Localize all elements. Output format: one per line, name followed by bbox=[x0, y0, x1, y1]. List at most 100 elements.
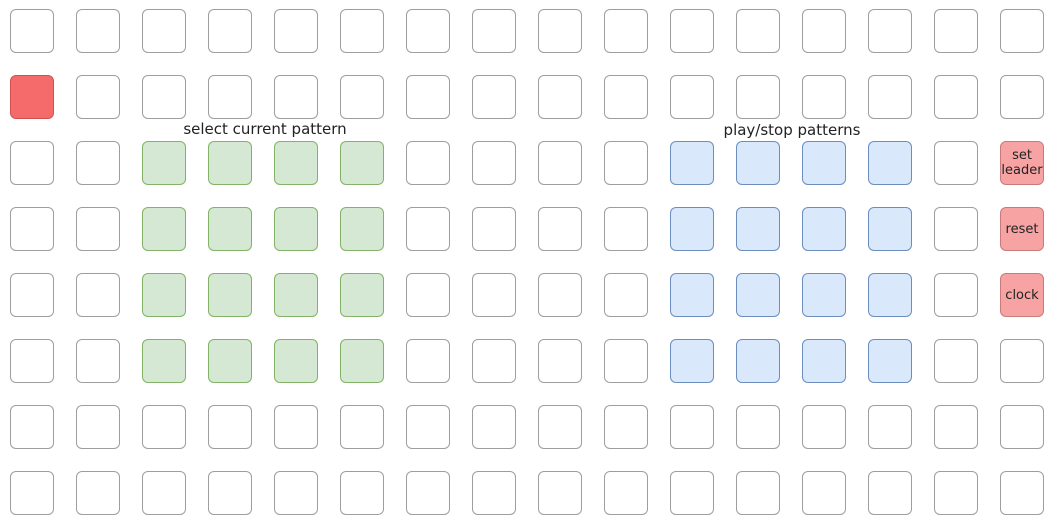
play-stop-pad[interactable] bbox=[670, 273, 714, 317]
pattern-select-pad[interactable] bbox=[142, 207, 186, 251]
grid-pad[interactable] bbox=[274, 471, 318, 515]
play-stop-pad[interactable] bbox=[736, 207, 780, 251]
grid-pad[interactable] bbox=[736, 9, 780, 53]
grid-pad[interactable] bbox=[76, 273, 120, 317]
grid-pad[interactable] bbox=[406, 9, 450, 53]
play-stop-pad[interactable] bbox=[670, 141, 714, 185]
grid-pad[interactable] bbox=[1000, 405, 1044, 449]
grid-pad[interactable] bbox=[340, 9, 384, 53]
grid-pad[interactable] bbox=[10, 339, 54, 383]
grid-pad[interactable] bbox=[142, 471, 186, 515]
grid-pad[interactable] bbox=[10, 9, 54, 53]
grid-pad[interactable] bbox=[76, 9, 120, 53]
pattern-select-pad[interactable] bbox=[274, 273, 318, 317]
grid-pad[interactable] bbox=[1000, 471, 1044, 515]
grid-pad[interactable] bbox=[76, 141, 120, 185]
grid-pad[interactable] bbox=[538, 471, 582, 515]
grid-pad[interactable] bbox=[604, 9, 648, 53]
grid-pad[interactable] bbox=[604, 339, 648, 383]
grid-pad[interactable] bbox=[604, 405, 648, 449]
play-stop-pad[interactable] bbox=[802, 141, 846, 185]
grid-pad[interactable] bbox=[472, 471, 516, 515]
play-stop-pad[interactable] bbox=[868, 207, 912, 251]
grid-pad[interactable] bbox=[76, 207, 120, 251]
grid-pad[interactable] bbox=[10, 471, 54, 515]
grid-pad[interactable] bbox=[406, 273, 450, 317]
grid-pad[interactable] bbox=[142, 9, 186, 53]
grid-pad[interactable] bbox=[538, 207, 582, 251]
grid-pad[interactable] bbox=[670, 405, 714, 449]
pattern-select-pad[interactable] bbox=[142, 273, 186, 317]
grid-pad[interactable] bbox=[604, 273, 648, 317]
grid-pad[interactable] bbox=[604, 75, 648, 119]
grid-pad[interactable] bbox=[934, 339, 978, 383]
grid-pad[interactable] bbox=[76, 339, 120, 383]
indicator-pad[interactable] bbox=[10, 75, 54, 119]
grid-pad[interactable] bbox=[472, 207, 516, 251]
grid-pad[interactable] bbox=[1000, 9, 1044, 53]
grid-pad[interactable] bbox=[670, 75, 714, 119]
grid-pad[interactable] bbox=[868, 75, 912, 119]
grid-pad[interactable] bbox=[340, 75, 384, 119]
grid-pad[interactable] bbox=[868, 405, 912, 449]
grid-pad[interactable] bbox=[340, 471, 384, 515]
play-stop-pad[interactable] bbox=[802, 273, 846, 317]
grid-pad[interactable] bbox=[208, 405, 252, 449]
grid-pad[interactable] bbox=[934, 207, 978, 251]
grid-pad[interactable] bbox=[1000, 75, 1044, 119]
play-stop-pad[interactable] bbox=[736, 339, 780, 383]
grid-pad[interactable] bbox=[604, 471, 648, 515]
reset-pad[interactable]: reset bbox=[1000, 207, 1044, 251]
grid-pad[interactable] bbox=[76, 75, 120, 119]
pattern-select-pad[interactable] bbox=[142, 141, 186, 185]
grid-pad[interactable] bbox=[736, 471, 780, 515]
grid-pad[interactable] bbox=[604, 207, 648, 251]
pattern-select-pad[interactable] bbox=[208, 207, 252, 251]
grid-pad[interactable] bbox=[868, 471, 912, 515]
grid-pad[interactable] bbox=[934, 405, 978, 449]
grid-pad[interactable] bbox=[934, 141, 978, 185]
grid-pad[interactable] bbox=[406, 339, 450, 383]
pattern-select-pad[interactable] bbox=[340, 207, 384, 251]
grid-pad[interactable] bbox=[76, 405, 120, 449]
pattern-select-pad[interactable] bbox=[274, 207, 318, 251]
grid-pad[interactable] bbox=[736, 405, 780, 449]
grid-pad[interactable] bbox=[538, 405, 582, 449]
grid-pad[interactable] bbox=[406, 141, 450, 185]
pattern-select-pad[interactable] bbox=[340, 273, 384, 317]
grid-pad[interactable] bbox=[274, 405, 318, 449]
grid-pad[interactable] bbox=[934, 273, 978, 317]
grid-pad[interactable] bbox=[208, 9, 252, 53]
pattern-select-pad[interactable] bbox=[142, 339, 186, 383]
play-stop-pad[interactable] bbox=[736, 141, 780, 185]
play-stop-pad[interactable] bbox=[868, 141, 912, 185]
grid-pad[interactable] bbox=[868, 9, 912, 53]
grid-pad[interactable] bbox=[802, 405, 846, 449]
grid-pad[interactable] bbox=[406, 471, 450, 515]
play-stop-pad[interactable] bbox=[736, 273, 780, 317]
grid-pad[interactable] bbox=[10, 207, 54, 251]
grid-pad[interactable] bbox=[208, 75, 252, 119]
grid-pad[interactable] bbox=[10, 141, 54, 185]
grid-pad[interactable] bbox=[406, 75, 450, 119]
grid-pad[interactable] bbox=[274, 9, 318, 53]
pattern-select-pad[interactable] bbox=[208, 273, 252, 317]
clock-pad[interactable]: clock bbox=[1000, 273, 1044, 317]
grid-pad[interactable] bbox=[208, 471, 252, 515]
grid-pad[interactable] bbox=[142, 405, 186, 449]
pattern-select-pad[interactable] bbox=[340, 339, 384, 383]
play-stop-pad[interactable] bbox=[670, 207, 714, 251]
grid-pad[interactable] bbox=[472, 273, 516, 317]
play-stop-pad[interactable] bbox=[802, 339, 846, 383]
grid-pad[interactable] bbox=[406, 207, 450, 251]
set-leader-pad[interactable]: set leader bbox=[1000, 141, 1044, 185]
grid-pad[interactable] bbox=[472, 339, 516, 383]
pattern-select-pad[interactable] bbox=[208, 141, 252, 185]
grid-pad[interactable] bbox=[802, 75, 846, 119]
grid-pad[interactable] bbox=[10, 405, 54, 449]
grid-pad[interactable] bbox=[802, 471, 846, 515]
play-stop-pad[interactable] bbox=[802, 207, 846, 251]
pattern-select-pad[interactable] bbox=[208, 339, 252, 383]
grid-pad[interactable] bbox=[604, 141, 648, 185]
grid-pad[interactable] bbox=[1000, 339, 1044, 383]
